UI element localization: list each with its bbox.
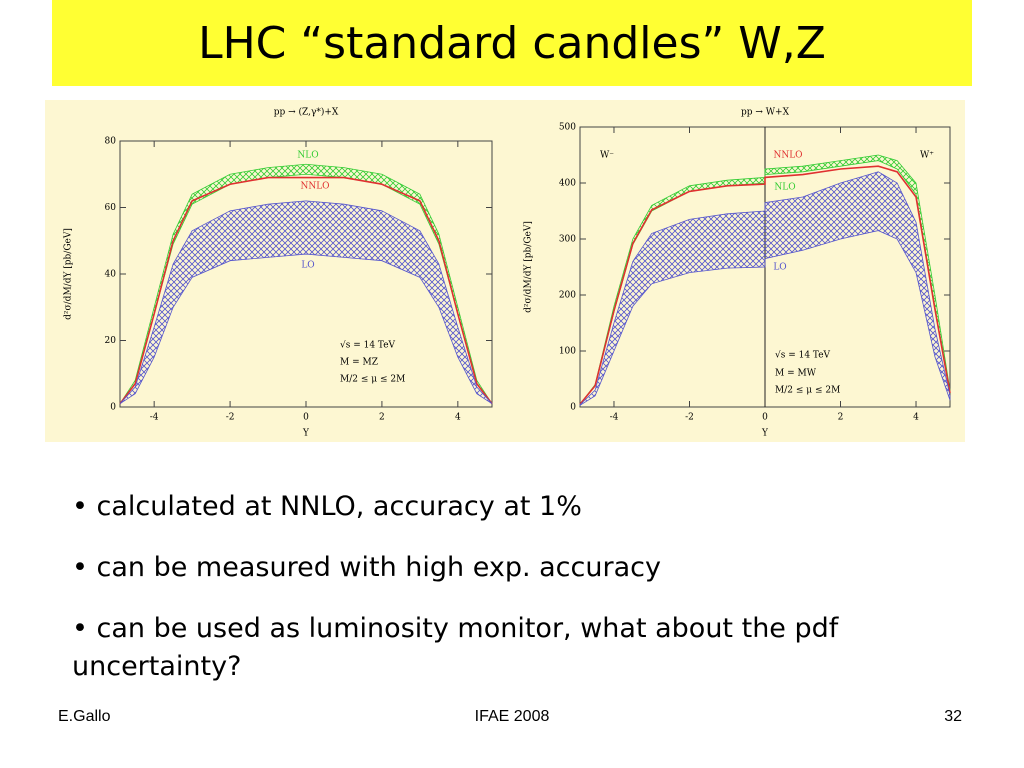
series-label: NNLO <box>300 182 329 192</box>
chart-title: pp → W+X <box>741 108 790 118</box>
y-axis-label: d²σ/dM/dY [pb/GeV] <box>524 221 534 313</box>
bullet-list: calculated at NNLO, accuracy at 1% can b… <box>72 488 972 709</box>
y-tick-label: 500 <box>559 123 576 133</box>
y-tick-label: 60 <box>105 203 117 213</box>
x-tick-label: -2 <box>685 413 694 423</box>
annotation: W⁻ <box>600 151 614 161</box>
x-axis-label: Y <box>761 429 769 439</box>
y-tick-label: 0 <box>570 403 576 413</box>
annotation: M = MZ <box>340 358 378 368</box>
line <box>579 165 951 405</box>
y-tick-label: 300 <box>559 235 576 245</box>
footer-center: IFAE 2008 <box>474 708 550 725</box>
series-label: NLO <box>297 151 318 161</box>
series-label: LO <box>773 263 786 273</box>
x-tick-label: -4 <box>150 413 159 423</box>
y-tick-label: 200 <box>559 291 576 301</box>
chart-title: pp → (Z,γ*)+X <box>274 107 339 118</box>
x-axis-label: Y <box>302 429 310 439</box>
x-tick-label: 2 <box>838 413 844 423</box>
bullet: can be measured with high exp. accuracy <box>72 549 972 587</box>
x-tick-label: 0 <box>762 413 768 423</box>
y-tick-label: 80 <box>105 137 117 147</box>
series-label: NNLO <box>773 151 802 161</box>
x-tick-label: -2 <box>226 413 235 423</box>
annotation: √s = 14 TeV <box>340 340 396 351</box>
line <box>119 176 493 405</box>
annotation: M/2 ≤ μ ≤ 2M <box>340 375 405 385</box>
annotation: √s = 14 TeV <box>775 350 831 361</box>
y-tick-label: 40 <box>105 270 117 280</box>
y-tick-label: 400 <box>559 179 576 189</box>
footer-left: E.Gallo <box>58 708 111 725</box>
x-tick-label: 4 <box>913 413 919 423</box>
x-tick-label: -4 <box>610 413 619 423</box>
annotation: W⁺ <box>920 151 934 161</box>
x-tick-label: 0 <box>303 413 309 423</box>
bullet: can be used as luminosity monitor, what … <box>72 610 972 686</box>
x-tick-label: 2 <box>379 413 385 423</box>
band <box>579 171 951 407</box>
x-tick-label: 4 <box>455 413 461 423</box>
annotation: M = MW <box>775 369 817 379</box>
y-tick-label: 20 <box>105 336 117 346</box>
y-axis-label: d²σ/dM/dY [pb/GeV] <box>64 228 74 320</box>
slide-title: LHC “standard candles” W,Z <box>52 0 972 86</box>
series-label: LO <box>301 261 314 271</box>
footer-right: 32 <box>944 708 962 725</box>
annotation: M/2 ≤ μ ≤ 2M <box>775 386 840 396</box>
y-tick-label: 0 <box>110 403 116 413</box>
y-tick-label: 100 <box>559 347 576 357</box>
series-label: NLO <box>774 183 795 193</box>
bullet: calculated at NNLO, accuracy at 1% <box>72 488 972 526</box>
band <box>119 200 493 405</box>
